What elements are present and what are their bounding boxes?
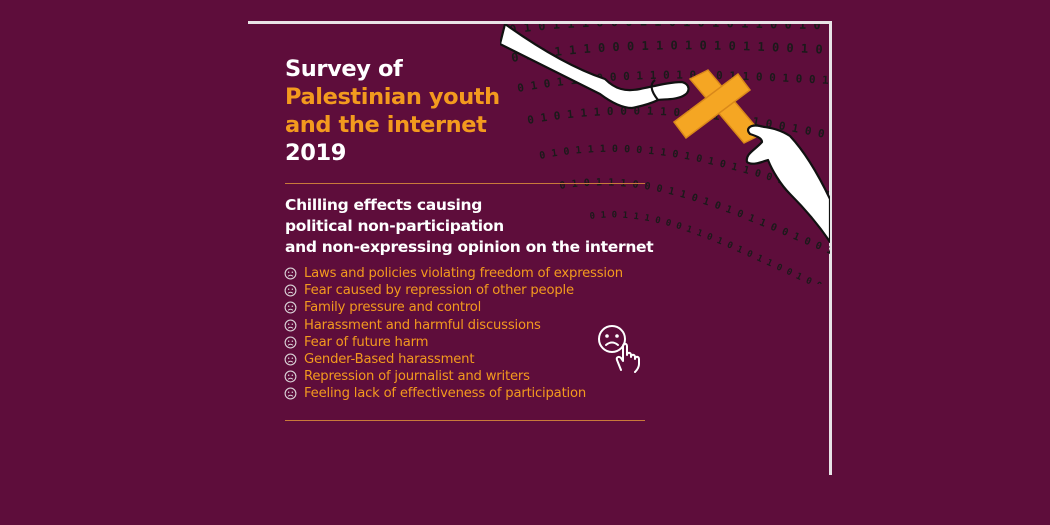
reason-label: Feeling lack of effectiveness of partici… [304,386,587,402]
sad-face-icon [284,284,297,297]
frame-top-border [248,21,832,24]
reason-label: Fear caused by repression of other peopl… [304,283,574,299]
subtitle-line: political non-participation [285,217,504,235]
list-item: Family pressure and control [284,299,623,316]
divider-top [285,183,645,184]
reason-label: Harassment and harmful discussions [304,317,541,333]
svg-text:0 1 0 1 1 1 0 0 0 1 1 0 1 0 1: 0 1 0 1 1 1 0 0 0 1 1 0 1 0 1 0 1 1 0 0 … [500,24,828,37]
title-line-highlight: and the internet [285,112,487,138]
list-item: Fear caused by repression of other peopl… [284,282,623,299]
reason-label: Family pressure and control [304,300,482,316]
list-item: Harassment and harmful discussions [284,317,623,334]
upper-hand-icon [500,24,690,110]
sad-face-icon [284,370,297,383]
sad-face-icon [284,267,297,280]
sad-face-icon [284,302,297,314]
list-item: Laws and policies violating freedom of e… [284,265,623,282]
survey-title: Survey of Palestinian youth and the inte… [285,55,500,167]
sad-face-pointer-icon [598,325,640,373]
tape-x-icon [672,69,764,144]
list-item: Fear of future harm [284,334,623,351]
binary-row: 0 1 0 1 1 1 0 0 0 1 1 0 1 0 1 0 1 1 0 0 … [500,24,828,37]
sad-face-icon [284,336,297,349]
list-item: Gender-Based harassment [284,351,623,368]
sad-face-icon [284,319,297,332]
reason-label: Laws and policies violating freedom of e… [304,266,623,282]
divider-bottom [285,420,645,421]
frame-right-border [829,21,832,475]
lower-hand-icon [745,124,830,244]
subtitle-line: and non-expressing opinion on the intern… [285,238,654,256]
title-line-highlight: Palestinian youth [285,84,500,110]
title-year: 2019 [285,140,347,166]
reason-label: Fear of future harm [304,334,429,350]
sad-face-icon [284,353,297,366]
reason-label: Gender-Based harassment [304,352,475,368]
list-item: Repression of journalist and writers [284,368,623,385]
subtitle-line: Chilling effects causing [285,196,483,214]
sad-face-icon [284,387,297,400]
reason-label: Repression of journalist and writers [304,369,530,385]
section-subtitle: Chilling effects causing political non-p… [285,195,654,258]
censorship-illustration: 0 1 0 1 1 1 0 0 0 1 1 0 1 0 1 0 1 1 0 0 … [500,24,830,284]
reasons-list: Laws and policies violating freedom of e… [284,265,623,403]
list-item: Feeling lack of effectiveness of partici… [284,385,623,402]
title-line: Survey of [285,56,403,82]
